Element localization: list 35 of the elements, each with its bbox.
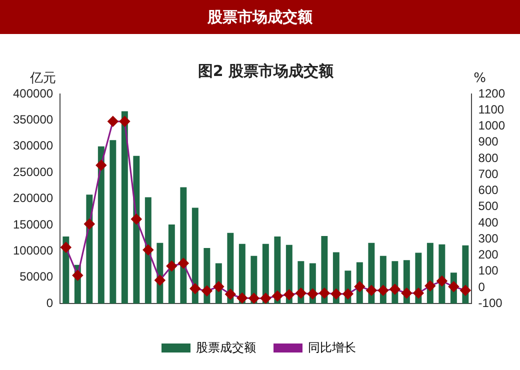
legend-label: 同比增长 bbox=[308, 340, 356, 354]
y2-tick-label: 900 bbox=[478, 134, 499, 149]
bar bbox=[144, 197, 152, 304]
bar bbox=[180, 187, 187, 304]
bar bbox=[192, 208, 198, 304]
y2-tick-label: 800 bbox=[478, 150, 499, 165]
y2-tick-label: 1100 bbox=[478, 102, 504, 116]
y-tick-label: 250000 bbox=[12, 164, 54, 179]
y2-tick-label: 1200 bbox=[478, 86, 506, 100]
y-tick-label: 300000 bbox=[12, 138, 54, 153]
bar bbox=[98, 146, 104, 304]
y2-tick-label: 1000 bbox=[478, 118, 506, 133]
y2-tick-label: 400 bbox=[478, 215, 499, 230]
legend-label: 股票成交额 bbox=[196, 340, 256, 354]
y-tick-label: 350000 bbox=[12, 112, 54, 127]
y2-tick-label: 700 bbox=[478, 166, 499, 181]
y2-tick-label: 600 bbox=[478, 183, 499, 198]
y2-tick-label: 0 bbox=[478, 280, 486, 294]
y2-tick-label: 300 bbox=[478, 231, 499, 246]
y2-axis-title: % bbox=[474, 71, 486, 86]
y-tick-label: 150000 bbox=[12, 217, 54, 232]
chart-subtitle: 图2 股票市场成交额 bbox=[198, 62, 334, 80]
bar bbox=[121, 111, 128, 304]
y-axis-title: 亿元 bbox=[29, 71, 56, 86]
y2-tick-label: 500 bbox=[478, 199, 499, 214]
chart-title: 股票市场成交额 bbox=[0, 0, 520, 34]
y2-tick-label: 200 bbox=[478, 248, 499, 262]
y-tick-label: 0 bbox=[46, 296, 54, 310]
y-tick-label: 400000 bbox=[12, 86, 54, 100]
y-tick-label: 50000 bbox=[20, 270, 54, 284]
y-tick-label: 100000 bbox=[12, 244, 54, 258]
bar bbox=[110, 140, 116, 304]
y2-tick-label: 100 bbox=[478, 264, 499, 278]
y-tick-label: 200000 bbox=[12, 191, 54, 206]
y2-tick-label: -100 bbox=[478, 296, 503, 310]
